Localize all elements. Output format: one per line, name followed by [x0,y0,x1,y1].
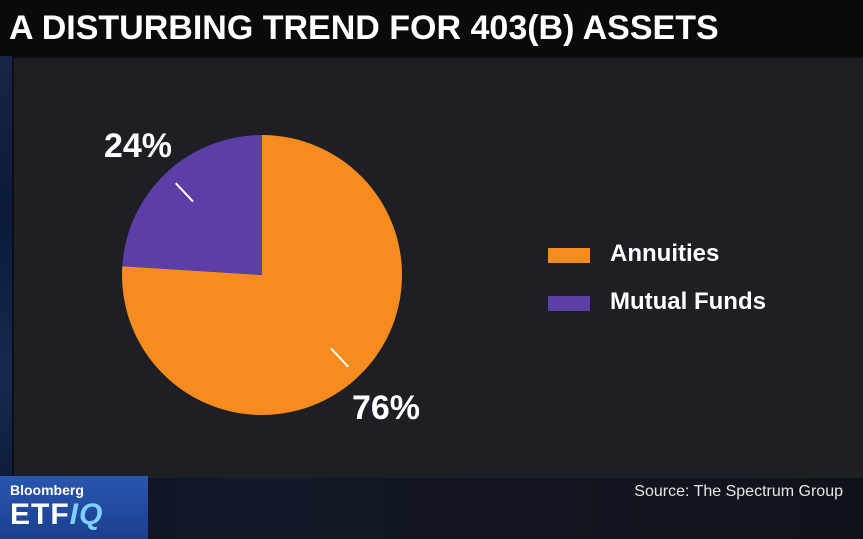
legend-swatch-mutual-funds [548,296,590,311]
chart-title: A DISTURBING TREND FOR 403(B) ASSETS [9,9,719,47]
logo-iq: IQ [69,498,104,531]
source-note: Source: The Spectrum Group [634,483,843,500]
logo-etf: ETF [10,498,70,531]
leader-line-annuities [330,347,349,368]
legend-label-mutual-funds: Mutual Funds [610,288,766,315]
logo-etfiq-text: ETFIQ [10,498,103,532]
logo-bloomberg-text: Bloomberg [10,482,84,498]
bloomberg-etfiq-logo: Bloomberg ETFIQ [0,476,148,539]
title-bar: A DISTURBING TREND FOR 403(B) ASSETS [0,0,863,56]
leader-line-mutual-funds [175,182,194,203]
legend-label-annuities: Annuities [610,240,720,267]
background-stripe [0,0,12,539]
legend-swatch-annuities [548,248,590,263]
pie-slice-mutual-funds [122,135,262,275]
data-label-annuities: 76% [352,389,420,427]
data-label-mutual-funds: 24% [104,127,172,165]
